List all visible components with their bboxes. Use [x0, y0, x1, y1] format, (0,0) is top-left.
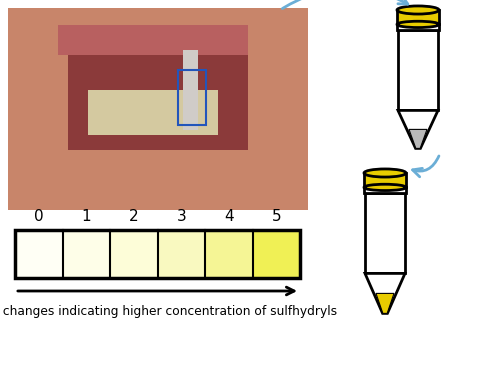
Bar: [364, 173, 406, 187]
Ellipse shape: [364, 169, 406, 177]
Bar: [62, 230, 110, 278]
Bar: [205, 230, 252, 278]
Text: 2: 2: [129, 209, 138, 224]
Polygon shape: [409, 130, 427, 148]
Bar: [15, 230, 300, 278]
Polygon shape: [398, 110, 438, 148]
Bar: [88, 90, 218, 135]
Ellipse shape: [397, 6, 439, 14]
Bar: [398, 31, 438, 110]
Bar: [365, 194, 405, 273]
Text: 1: 1: [82, 209, 91, 224]
Bar: [178, 70, 206, 125]
Bar: [158, 230, 205, 278]
Text: Color changes indicating higher concentration of sulfhydryls: Color changes indicating higher concentr…: [0, 305, 338, 318]
Bar: [252, 230, 300, 278]
Text: 3: 3: [176, 209, 186, 224]
Bar: [397, 10, 439, 24]
Bar: [110, 230, 158, 278]
Bar: [183, 50, 198, 130]
Text: 0: 0: [34, 209, 43, 224]
Bar: [397, 24, 439, 31]
Bar: [68, 50, 248, 150]
Text: 5: 5: [272, 209, 281, 224]
Bar: [15, 230, 62, 278]
Ellipse shape: [397, 21, 439, 28]
Ellipse shape: [364, 184, 406, 191]
Polygon shape: [376, 293, 394, 314]
Bar: [364, 187, 406, 194]
Bar: [58, 25, 248, 55]
Text: 4: 4: [224, 209, 234, 224]
Bar: [8, 8, 308, 210]
Polygon shape: [365, 273, 405, 314]
